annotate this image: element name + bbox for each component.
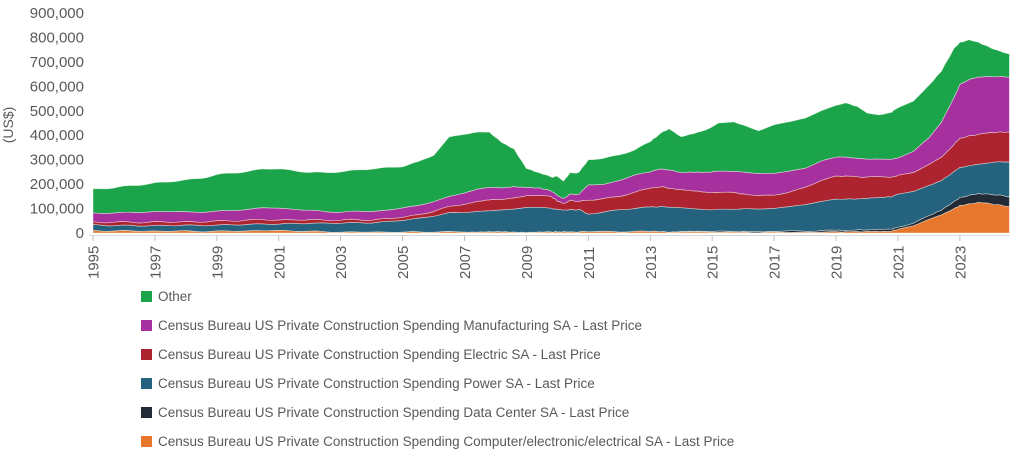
legend-swatch [141,377,152,389]
x-axis-label: 2001 [271,246,288,279]
legend-label: Census Bureau US Private Construction Sp… [158,375,595,391]
y-axis-label: 400,000 [30,127,84,144]
x-axis-label: 2023 [952,246,969,279]
x-axis-label: 2019 [829,246,846,279]
legend-item: Other [141,285,1011,307]
y-axis-label: 800,000 [30,29,84,46]
x-axis-label: 2003 [333,246,350,279]
x-axis-label: 1999 [209,246,226,279]
y-axis-title: (US$) [0,107,16,144]
legend-item: Census Bureau US Private Construction Sp… [141,314,1011,336]
y-axis-label: 900,000 [30,5,84,22]
y-axis-label: 700,000 [30,54,84,71]
chart-legend: Other Census Bureau US Private Constructi… [141,285,1011,459]
legend-swatch [141,290,152,302]
area-series [92,39,1010,214]
x-axis-label: 2011 [581,247,598,279]
y-axis-label: 0 [76,225,84,242]
legend-label: Census Bureau US Private Construction Sp… [158,317,643,333]
y-axis-label: 300,000 [30,152,84,169]
x-axis-label: 2021 [890,246,907,279]
x-axis-label: 2007 [457,246,474,279]
legend-label: Census Bureau US Private Construction Sp… [158,346,601,362]
x-axis-label: 2005 [395,246,412,279]
legend-item: Census Bureau US Private Construction Sp… [141,430,1011,452]
legend-label: Census Bureau US Private Construction Sp… [158,433,735,449]
legend-swatch [141,435,152,447]
y-axis-label: 200,000 [30,176,84,193]
x-axis-label: 2017 [767,246,784,279]
legend-swatch [141,348,152,360]
x-axis-label: 2009 [519,246,536,279]
legend-item: Census Bureau US Private Construction Sp… [141,343,1011,365]
legend-swatch [141,319,152,331]
legend-item: Census Bureau US Private Construction Sp… [141,401,1011,423]
legend-swatch [141,406,152,418]
y-axis-label: 100,000 [30,201,84,218]
legend-item: Census Bureau US Private Construction Sp… [141,372,1011,394]
legend-label: Other [158,288,192,304]
x-axis-label: 1995 [86,246,103,279]
x-axis-label: 2013 [643,246,660,279]
y-axis-label: 600,000 [30,78,84,95]
legend-label: Census Bureau US Private Construction Sp… [158,404,630,420]
y-axis-label: 500,000 [30,103,84,120]
chart-svg: 1995 1997 1999 2001 2003 2005 2007 2009 2011 2013… [0,5,1010,279]
x-axis-label: 2015 [705,246,722,279]
x-axis-label: 1997 [147,246,164,279]
